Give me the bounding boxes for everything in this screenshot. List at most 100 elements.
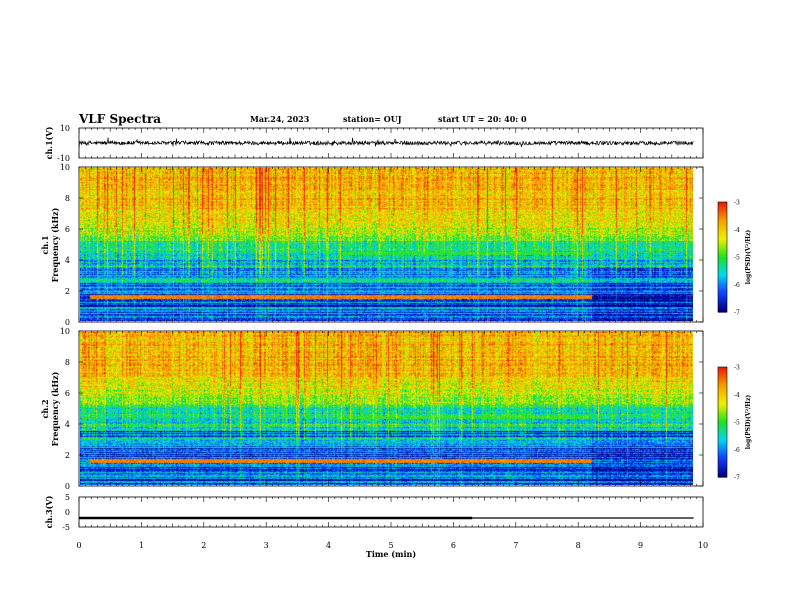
colorbar-swatch <box>718 379 727 383</box>
colorbar-tick-label: -6 <box>734 282 740 289</box>
colorbar-swatch <box>718 378 727 381</box>
colorbar-swatch <box>718 249 727 253</box>
colorbar-swatch <box>718 310 727 313</box>
colorbar-swatch <box>718 444 727 447</box>
frequency-tick-label: 4 <box>65 420 70 429</box>
colorbar-swatch <box>718 213 727 216</box>
colorbar-swatch <box>718 416 727 419</box>
colorbar-label: log(PSD)(V²/Hz) <box>745 395 752 450</box>
ch3-time-ticks <box>78 497 704 527</box>
ch1-spectrogram-image <box>80 168 693 321</box>
colorbar-swatch <box>718 389 727 392</box>
colorbar-swatch <box>718 462 727 465</box>
frequency-tick-label: 2 <box>65 451 70 460</box>
colorbar-label: log(PSD)(V²/Hz) <box>745 230 752 285</box>
colorbar-swatch <box>718 447 727 451</box>
ch2-spectrogram-image <box>80 332 693 485</box>
colorbar-swatch <box>718 438 727 441</box>
frequency-tick-label: 6 <box>65 225 70 234</box>
ch1-spectrogram-time-ticks <box>78 167 704 322</box>
colorbar-swatch <box>718 203 727 207</box>
ch1-waveform-panel: 10 -10 ch.1(V) <box>44 124 704 163</box>
colorbar-tick-label: -3 <box>734 200 740 207</box>
colorbar-swatch <box>718 445 727 449</box>
colorbar-swatch <box>718 253 727 256</box>
colorbar-swatch <box>718 427 727 430</box>
colorbar-tick-label: -7 <box>734 310 740 317</box>
colorbar-swatch <box>718 372 727 375</box>
colorbar-swatch <box>718 288 727 291</box>
colorbar-swatch <box>718 258 727 262</box>
colorbar-swatch <box>718 295 727 298</box>
colorbar-tick-label: -5 <box>734 255 740 262</box>
frequency-tick-label: 10 <box>60 327 70 336</box>
colorbar-swatch <box>718 299 727 302</box>
colorbar-swatch <box>718 412 727 416</box>
station-label: station= OUJ <box>343 114 402 124</box>
colorbar-swatch <box>718 224 727 227</box>
colorbar-swatch <box>718 302 727 306</box>
colorbar-swatch <box>718 420 727 423</box>
colorbar-frame <box>717 366 728 478</box>
ch1-spectrogram-ylabel-channel: ch.1 <box>40 235 50 254</box>
colorbar-swatch <box>718 257 727 260</box>
colorbar-swatch <box>718 464 727 467</box>
frequency-tick-label: 0 <box>65 318 70 327</box>
colorbar-swatch <box>718 251 727 254</box>
time-tick-label: 6 <box>451 541 456 550</box>
colorbar-swatch <box>718 246 727 249</box>
ch1-ylabel: ch.1(V) <box>44 126 54 159</box>
colorbar-swatch <box>718 449 727 452</box>
colorbar-swatch <box>718 436 727 440</box>
colorbar-swatch <box>718 284 727 287</box>
colorbar-swatch <box>718 266 727 269</box>
colorbar-swatch <box>718 209 727 212</box>
colorbar-swatch <box>718 368 727 372</box>
time-tick-label: 7 <box>513 541 518 550</box>
time-tick-label: 5 <box>388 541 393 550</box>
colorbar-swatch <box>718 229 727 232</box>
colorbar-swatch <box>718 279 727 282</box>
colorbar-swatch <box>718 440 727 443</box>
colorbar-swatch <box>718 381 727 385</box>
colorbar-swatch <box>718 466 727 469</box>
colorbar-swatch <box>718 235 727 238</box>
colorbar-swatch <box>718 290 727 293</box>
ch2-spectrogram-panel: 0 2 4 6 8 10 ch.2 Frequency (kHz) <box>40 327 704 491</box>
ch3-ytick-top: 5 <box>65 493 70 502</box>
colorbar-swatch <box>718 396 727 399</box>
colorbar-tick-label: -6 <box>734 447 740 454</box>
ch2-colorbar: -3 -4 -5 -6 -7 log(PSD)(V²/Hz) <box>717 365 752 482</box>
colorbar-tick-label: -4 <box>734 392 740 399</box>
colorbar-swatch <box>718 458 727 462</box>
colorbar-swatch <box>718 240 727 243</box>
colorbar-swatch <box>718 403 727 407</box>
colorbar-swatch <box>718 383 727 386</box>
colorbar-swatch <box>718 469 727 473</box>
colorbar-tick-label: -5 <box>734 420 740 427</box>
ch1-freq-ticks: 0 2 4 6 8 10 <box>60 163 703 327</box>
time-tick-label: 1 <box>139 541 144 550</box>
colorbar-swatch <box>718 211 727 214</box>
colorbar-swatch <box>718 367 727 370</box>
colorbar-swatch <box>718 418 727 421</box>
ch2-spectrogram-ylabel-channel: ch.2 <box>40 399 50 418</box>
colorbar-swatch <box>718 260 727 264</box>
colorbar-frame <box>717 201 728 313</box>
colorbar-tick-label: -4 <box>734 227 740 234</box>
colorbar-swatch <box>718 214 727 218</box>
colorbar-swatch <box>718 394 727 397</box>
colorbar-swatch <box>718 455 727 458</box>
colorbar-swatch <box>718 297 727 300</box>
time-tick-label: 4 <box>326 541 331 550</box>
colorbar-swatch <box>718 247 727 251</box>
colorbar-swatch <box>718 231 727 234</box>
ch1-waveform-trace <box>78 137 694 149</box>
ch3-ylabel: ch.3(V) <box>44 495 54 528</box>
time-tick-label: 10 <box>698 541 708 550</box>
colorbar-swatch <box>718 308 727 311</box>
colorbar-swatch <box>718 222 727 225</box>
colorbar-swatch <box>718 471 727 474</box>
colorbar-swatch <box>718 236 727 240</box>
colorbar-swatch <box>718 271 727 275</box>
